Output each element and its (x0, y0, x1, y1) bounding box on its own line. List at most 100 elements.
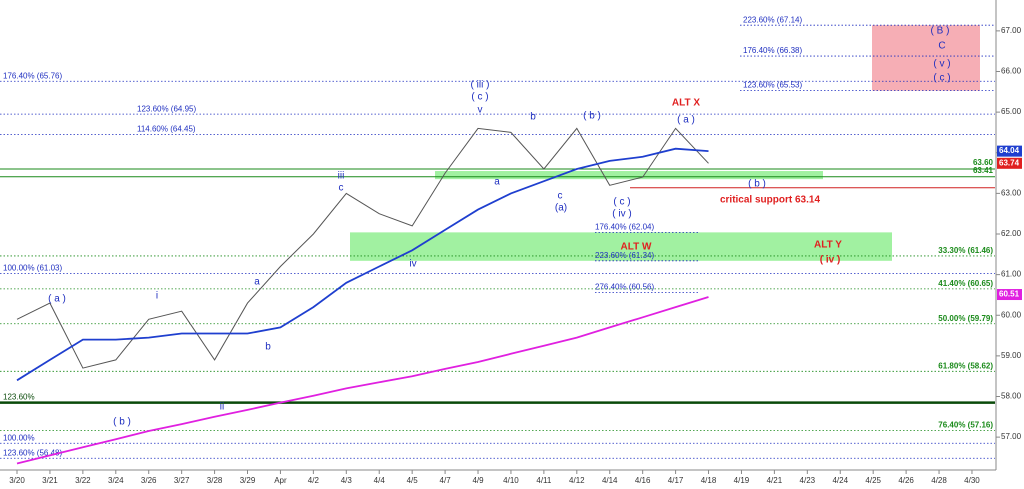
wave-label: v (478, 105, 483, 116)
wave-label: ( c ) (613, 197, 630, 208)
level-label: 76.40% (57.16) (938, 421, 993, 430)
x-tick-label: 3/20 (9, 476, 25, 485)
wave-label: ALT Y (814, 240, 842, 251)
x-tick-label: 4/11 (536, 476, 552, 485)
wave-label: a (494, 177, 500, 188)
wave-label: ( iv ) (820, 255, 841, 266)
series-line (16, 147, 709, 382)
series-line (16, 127, 709, 369)
x-tick-label: 4/23 (800, 476, 816, 485)
y-tick-label: 66.00 (1001, 67, 1022, 76)
x-tick-label: 4/28 (931, 476, 947, 485)
wave-label: b (530, 112, 536, 123)
x-tick-label: 4/9 (472, 476, 484, 485)
x-tick-label: 4/21 (767, 476, 783, 485)
x-tick-label: Apr (274, 476, 287, 485)
wave-label: C (938, 41, 945, 52)
level-label: 276.40% (60.56) (595, 283, 654, 292)
wave-label: ( iv ) (612, 209, 631, 220)
price-tag-label: 64.04 (999, 146, 1020, 155)
x-tick-label: 3/24 (108, 476, 124, 485)
level-label: 176.40% (62.04) (595, 222, 654, 231)
x-tick-label: 4/19 (734, 476, 750, 485)
wave-label: ( c ) (471, 92, 488, 103)
x-tick-label: 4/16 (635, 476, 651, 485)
wave-label: ii (220, 402, 224, 413)
wave-label: ( c ) (933, 73, 950, 84)
zone (435, 171, 823, 180)
x-tick-label: 3/26 (141, 476, 157, 485)
level-label: 114.60% (64.45) (137, 125, 196, 134)
x-tick-label: 3/27 (174, 476, 190, 485)
y-tick-label: 60.00 (1001, 310, 1022, 319)
wave-label: ALT W (621, 242, 652, 253)
x-tick-label: 4/18 (701, 476, 717, 485)
y-tick-label: 62.00 (1001, 229, 1022, 238)
y-tick-label: 58.00 (1001, 392, 1022, 401)
level-label: 123.60% (3, 393, 35, 402)
wave-label: ( v ) (933, 59, 950, 70)
wave-label: critical support 63.14 (720, 195, 820, 206)
wave-label: iv (409, 259, 416, 270)
y-tick-label: 59.00 (1001, 351, 1022, 360)
x-tick-label: 4/10 (503, 476, 519, 485)
x-tick-label: 4/2 (308, 476, 320, 485)
wave-label: ( a ) (48, 294, 66, 305)
wave-label: i (156, 291, 158, 302)
wave-label: a (254, 277, 260, 288)
x-tick-label: 4/12 (569, 476, 585, 485)
x-tick-label: 4/7 (440, 476, 452, 485)
level-label: 223.60% (61.34) (595, 251, 654, 260)
series-line (16, 296, 709, 465)
wave-label: iii (338, 171, 345, 182)
x-tick-label: 4/25 (865, 476, 881, 485)
y-tick-label: 67.00 (1001, 26, 1022, 35)
level-label: 123.60% (64.95) (137, 104, 196, 113)
level-label: 176.40% (65.76) (3, 71, 62, 80)
wave-label: ( b ) (583, 111, 601, 122)
price-tag (997, 289, 1022, 301)
level-label: 61.80% (58.62) (938, 361, 993, 370)
y-tick-label: 57.00 (1001, 432, 1022, 441)
zone (872, 25, 980, 91)
level-label: 100.00% (3, 433, 35, 442)
x-tick-label: 4/4 (374, 476, 386, 485)
y-tick-label: 63.00 (1001, 188, 1022, 197)
x-tick-label: 3/22 (75, 476, 91, 485)
level-label: 50.00% (59.79) (938, 314, 993, 323)
wave-label: c (558, 191, 563, 202)
wave-label: ( iii ) (471, 80, 490, 91)
wave-label: c (339, 183, 344, 194)
wave-label: ALT X (672, 98, 700, 109)
level-label: 100.00% (61.03) (3, 264, 62, 273)
x-tick-label: 4/17 (668, 476, 684, 485)
support-label: 63.60 (973, 158, 994, 167)
price-tag (997, 145, 1022, 157)
wave-label: ( b ) (113, 417, 131, 428)
price-tag-label: 63.74 (999, 158, 1020, 167)
level-label: 33.30% (61.46) (938, 246, 993, 255)
y-tick-label: 65.00 (1001, 107, 1022, 116)
level-label: 123.60% (65.53) (743, 81, 802, 90)
x-tick-label: 3/29 (240, 476, 256, 485)
x-tick-label: 4/30 (964, 476, 980, 485)
level-label: 223.60% (67.14) (743, 15, 802, 24)
price-tag (997, 157, 1022, 169)
y-tick-label: 61.00 (1001, 270, 1022, 279)
x-tick-label: 3/21 (42, 476, 58, 485)
level-label: 176.40% (66.38) (743, 46, 802, 55)
x-tick-label: 3/28 (207, 476, 223, 485)
support-label: 63.41 (973, 166, 994, 175)
wave-label: ( b ) (748, 179, 766, 190)
x-tick-label: 4/14 (602, 476, 618, 485)
wave-label: ( B ) (931, 26, 950, 37)
wave-label: b (265, 342, 271, 353)
x-tick-label: 4/3 (341, 476, 353, 485)
level-label: 41.40% (60.65) (938, 279, 993, 288)
level-label: 123.60% (56.48) (3, 448, 62, 457)
wave-label: ( a ) (677, 115, 695, 126)
x-tick-label: 4/24 (832, 476, 848, 485)
wave-label: (a) (555, 203, 567, 214)
x-tick-label: 4/26 (898, 476, 914, 485)
